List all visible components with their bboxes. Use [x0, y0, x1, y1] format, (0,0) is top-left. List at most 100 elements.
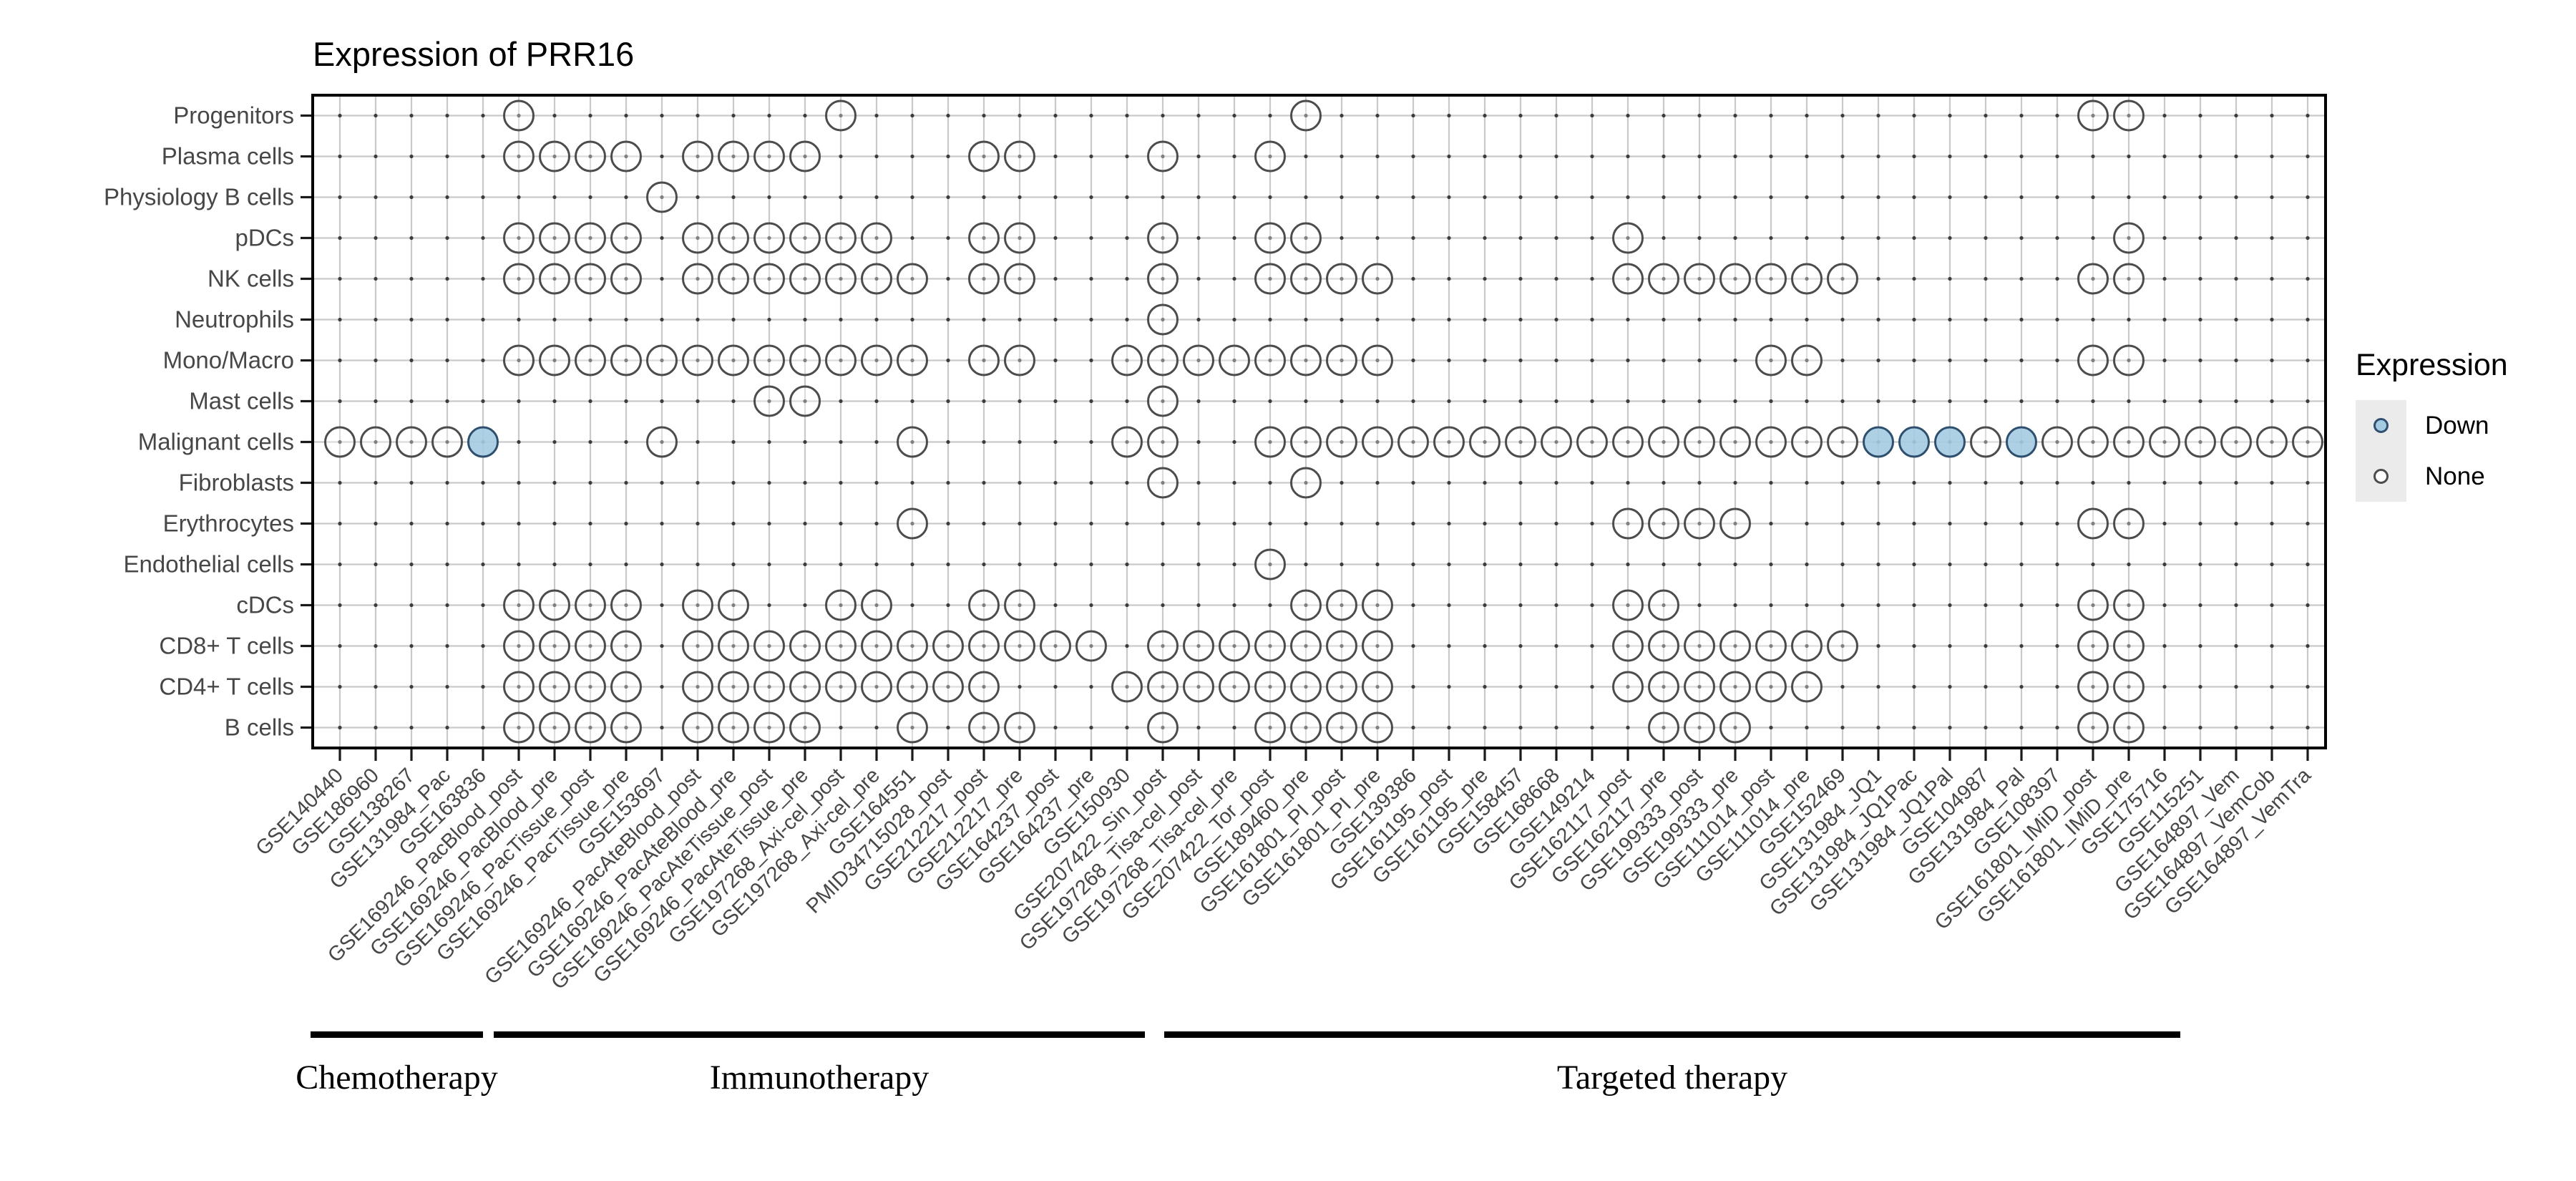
expression-dot-none [897, 263, 928, 295]
expression-dot-none [646, 181, 678, 213]
expression-dot-none [1254, 548, 1286, 580]
expression-dot-none [1648, 263, 1679, 295]
expression-dot-none [1147, 222, 1179, 254]
expression-dot-none [897, 426, 928, 458]
expression-dot-none [2077, 589, 2109, 621]
expression-dot-none [825, 222, 857, 254]
expression-dot-none [1755, 263, 1787, 295]
expression-dot-none [897, 671, 928, 703]
expression-dot-none [1505, 426, 1536, 458]
expression-dot-none [2113, 671, 2145, 703]
expression-dot-none [503, 671, 535, 703]
expression-dot-none [503, 140, 535, 172]
expression-dot-none [825, 630, 857, 662]
expression-dot-none [1362, 344, 1393, 376]
expression-dot-none [968, 711, 1000, 744]
expression-dot-none [1684, 711, 1715, 744]
expression-dot-none [897, 344, 928, 376]
y-tick-label: Endothelial cells [124, 551, 294, 578]
y-tick-label: Erythrocytes [163, 510, 294, 537]
expression-dot-none [610, 671, 642, 703]
expression-dot-none [789, 671, 821, 703]
expression-dot-none [1719, 711, 1751, 744]
y-tick-label: NK cells [208, 266, 294, 292]
expression-dot-none [1254, 140, 1286, 172]
expression-dot-none [1970, 426, 2001, 458]
expression-dot-none [610, 140, 642, 172]
expression-dot-none [861, 630, 892, 662]
expression-dot-down [1863, 426, 1894, 458]
expression-dot-none [360, 426, 391, 458]
expression-dot-none [575, 344, 606, 376]
expression-dot-none [575, 263, 606, 295]
plot-border [311, 94, 2327, 749]
therapy-groups: Chemotherapy Immunotherapy Targeted therap… [296, 1031, 2180, 1097]
expression-dot-none [2113, 99, 2145, 132]
y-tick-label: CD8+ T cells [159, 633, 294, 659]
legend-item-down: Down [2356, 400, 2508, 451]
expression-dot-none [1219, 630, 1250, 662]
expression-dot-none [646, 344, 678, 376]
expression-dot-none [682, 140, 713, 172]
expression-dot-none [825, 589, 857, 621]
expression-dot-none [2113, 426, 2145, 458]
expression-dot-none [1254, 711, 1286, 744]
expression-dot-none [431, 426, 463, 458]
expression-dot-none [2077, 344, 2109, 376]
expression-dot-none [1827, 263, 1858, 295]
expression-dot-none [789, 630, 821, 662]
expression-dot-none [539, 263, 570, 295]
expression-dot-none [932, 671, 964, 703]
expression-dot-none [968, 222, 1000, 254]
expression-dot-none [2077, 426, 2109, 458]
expression-dot-none [610, 263, 642, 295]
expression-dot-none [1612, 426, 1644, 458]
expression-dot-none [825, 263, 857, 295]
expression-dot-none [1326, 426, 1357, 458]
expression-dot-none [682, 589, 713, 621]
therapy-group-bar [494, 1031, 1145, 1038]
expression-dot-none [1791, 344, 1823, 376]
expression-dot-none [861, 222, 892, 254]
expression-dot-none [1004, 711, 1035, 744]
expression-dot-none [1075, 630, 1107, 662]
expression-dot-none [503, 99, 535, 132]
expression-dot-none [897, 711, 928, 744]
expression-dot-none [1290, 99, 1322, 132]
expression-dot-none [1576, 426, 1608, 458]
expression-dot-none [1290, 222, 1322, 254]
expression-dot-none [1147, 140, 1179, 172]
expression-dot-none [1827, 426, 1858, 458]
expression-dot-none [1147, 426, 1179, 458]
legend-key-box [2356, 451, 2406, 502]
expression-dot-none [682, 671, 713, 703]
expression-dot-none [861, 589, 892, 621]
expression-dot-none [1290, 426, 1322, 458]
expression-dot-none [396, 426, 427, 458]
expression-dot-none [968, 630, 1000, 662]
expression-dot-none [932, 630, 964, 662]
axis-ticks [301, 114, 2309, 761]
y-tick-label: Neutrophils [175, 306, 294, 333]
expression-dot-none [539, 711, 570, 744]
y-tick-label: pDCs [235, 225, 294, 251]
expression-dot-none [1719, 630, 1751, 662]
y-tick-label: Mono/Macro [163, 347, 294, 374]
expression-dot-none [575, 140, 606, 172]
expression-dot-none [789, 140, 821, 172]
expression-dot-none [610, 344, 642, 376]
expression-dot-none [1397, 426, 1429, 458]
expression-dot-none [575, 222, 606, 254]
expression-dot-down [1934, 426, 1966, 458]
therapy-group-label: Immunotherapy [710, 1059, 930, 1097]
expression-dot-none [503, 344, 535, 376]
expression-dot-none [539, 630, 570, 662]
expression-dot-none [1004, 630, 1035, 662]
expression-dot-none [1326, 630, 1357, 662]
legend-item-label: None [2425, 462, 2485, 490]
expression-dot-none [575, 589, 606, 621]
expression-dot-none [1147, 630, 1179, 662]
therapy-group-bar [1164, 1031, 2180, 1038]
expression-dot-none [1684, 263, 1715, 295]
expression-dot-none [2113, 507, 2145, 540]
